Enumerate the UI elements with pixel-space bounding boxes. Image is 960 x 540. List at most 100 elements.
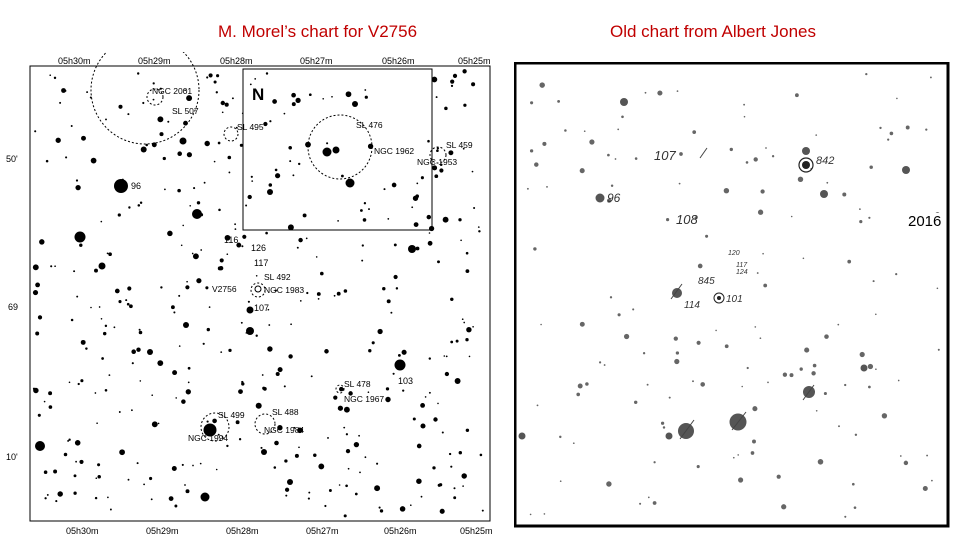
star — [102, 331, 107, 336]
star — [326, 142, 329, 145]
star — [316, 292, 321, 296]
star — [879, 126, 882, 130]
star — [68, 381, 71, 384]
star — [529, 513, 532, 516]
star — [53, 76, 57, 80]
star — [137, 72, 140, 75]
star — [411, 206, 414, 209]
star — [235, 126, 238, 129]
star — [391, 182, 397, 188]
comparison-label: 107 — [254, 303, 269, 313]
star — [345, 484, 348, 488]
star — [85, 347, 88, 350]
star — [450, 84, 454, 88]
star — [367, 391, 370, 394]
star — [183, 120, 188, 126]
star — [318, 463, 325, 470]
star — [771, 155, 775, 158]
star — [392, 372, 395, 375]
star — [364, 89, 367, 91]
star — [79, 459, 84, 464]
star — [343, 426, 346, 429]
star — [854, 433, 858, 436]
star — [215, 91, 218, 94]
star — [234, 228, 237, 231]
star — [255, 275, 258, 277]
star — [175, 397, 177, 399]
star — [32, 290, 39, 296]
star — [217, 141, 221, 145]
star — [246, 327, 254, 335]
star — [448, 452, 452, 456]
star — [295, 97, 301, 104]
handwritten-label: 96 — [607, 191, 621, 205]
star — [196, 201, 201, 205]
star — [343, 514, 347, 518]
star — [129, 304, 133, 309]
star — [80, 339, 86, 345]
star — [694, 216, 698, 220]
chart-frame — [514, 62, 950, 528]
star — [127, 113, 130, 116]
star — [765, 147, 767, 149]
star — [203, 181, 206, 184]
star — [157, 360, 164, 366]
star — [178, 294, 181, 297]
handwritten-label: 842 — [816, 155, 834, 167]
dec-tick: 10' — [6, 452, 18, 462]
star — [441, 431, 444, 434]
star — [905, 125, 910, 130]
star — [428, 232, 431, 234]
star — [617, 128, 620, 131]
star — [361, 259, 364, 262]
star — [275, 173, 281, 179]
ra-tick-top: 05h27m — [300, 56, 333, 66]
star — [473, 206, 476, 210]
star — [241, 112, 244, 115]
star — [238, 438, 242, 441]
star — [94, 268, 98, 273]
star — [439, 168, 444, 173]
star — [260, 446, 263, 449]
star — [431, 76, 438, 83]
star — [460, 239, 462, 242]
star — [157, 116, 164, 123]
star — [275, 371, 280, 377]
handwritten-label: 101 — [726, 294, 743, 305]
star — [45, 159, 49, 163]
star — [364, 456, 367, 459]
star — [219, 258, 224, 263]
star — [32, 387, 36, 390]
star — [65, 156, 68, 159]
sl495-circle — [223, 126, 239, 142]
star — [199, 462, 202, 465]
star — [35, 331, 40, 336]
star — [452, 73, 458, 79]
sl478-circle — [335, 384, 345, 394]
star — [860, 364, 868, 372]
star — [572, 442, 575, 445]
star — [268, 183, 273, 187]
star — [435, 96, 438, 99]
star — [61, 88, 66, 93]
star — [463, 103, 467, 107]
star — [696, 465, 700, 469]
tick-mark — [699, 147, 708, 159]
star — [205, 286, 209, 290]
star — [75, 460, 77, 463]
star — [437, 483, 441, 487]
star — [151, 142, 157, 148]
star — [427, 139, 430, 143]
star — [790, 215, 793, 218]
handwritten-label: 117 — [736, 262, 748, 269]
star — [236, 242, 242, 248]
star — [39, 239, 45, 245]
star — [443, 355, 446, 357]
sl478-label: SL 478 — [344, 379, 371, 389]
star — [371, 341, 375, 345]
star — [152, 82, 155, 85]
star — [633, 400, 638, 405]
star — [208, 306, 211, 308]
star — [118, 300, 122, 304]
star — [471, 82, 476, 87]
